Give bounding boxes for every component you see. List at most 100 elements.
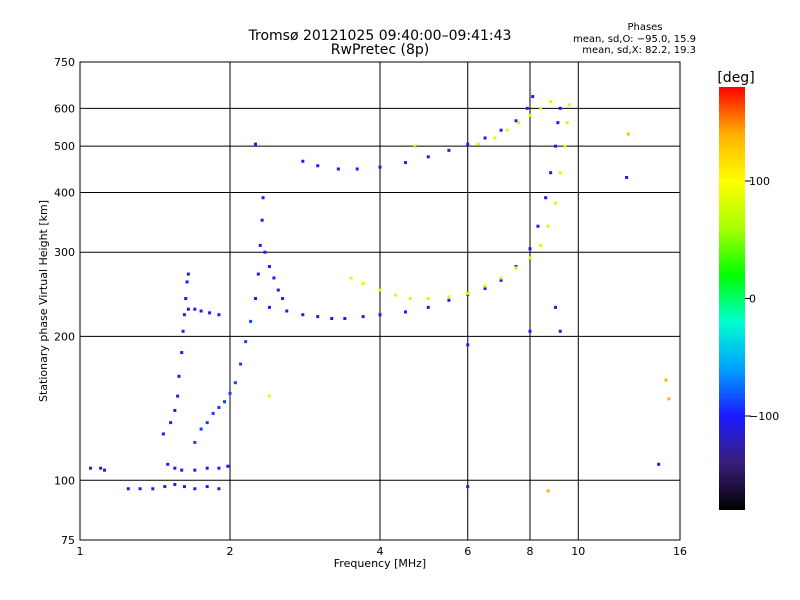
- data-point: [316, 164, 320, 168]
- phases-x-line: mean, sd,X: 82.2, 19.3: [582, 45, 696, 56]
- data-point: [361, 282, 365, 286]
- y-tick-label: 750: [54, 56, 75, 69]
- y-axis-label: Stationary phase Virtual Height [km]: [37, 200, 50, 402]
- data-point: [447, 298, 451, 302]
- data-point: [330, 316, 334, 320]
- data-point: [180, 468, 184, 472]
- phases-heading: Phases: [627, 22, 662, 33]
- y-tick-label: 400: [54, 186, 75, 199]
- data-point: [539, 243, 543, 247]
- data-point: [528, 256, 532, 260]
- data-point: [528, 329, 532, 333]
- data-point: [664, 378, 668, 382]
- chart-title-line1: Tromsø 20121025 09:40:00–09:41:43: [248, 28, 512, 44]
- colorbar-tick-label: 100: [749, 175, 770, 188]
- data-point: [217, 405, 221, 409]
- data-point: [151, 487, 155, 491]
- data-point: [89, 466, 93, 470]
- data-point: [166, 462, 170, 466]
- data-points: [89, 95, 671, 493]
- data-point: [483, 284, 487, 288]
- data-point: [539, 106, 543, 110]
- x-tick-label: 8: [527, 545, 534, 558]
- data-point: [301, 313, 305, 317]
- data-point: [272, 276, 276, 280]
- data-point: [447, 148, 451, 152]
- data-point: [483, 286, 487, 290]
- x-tick-label: 10: [571, 545, 585, 558]
- data-point: [536, 224, 540, 228]
- data-point: [556, 121, 560, 125]
- data-point: [558, 329, 562, 333]
- data-point: [199, 427, 203, 431]
- y-tick-label: 200: [54, 330, 75, 343]
- data-point: [483, 136, 487, 140]
- data-point: [184, 297, 188, 301]
- data-point: [343, 316, 347, 320]
- data-point: [253, 142, 257, 146]
- data-point: [565, 121, 569, 125]
- colorbar-tick-label: 0: [749, 293, 756, 306]
- data-point: [466, 142, 470, 146]
- data-point: [193, 440, 197, 444]
- data-point: [558, 106, 562, 110]
- data-point: [267, 265, 271, 269]
- data-point: [499, 278, 503, 282]
- x-axis-ticks: 1 2 4 6 8 10 16: [77, 545, 688, 558]
- colorbar-ticks: 100 0 −100: [745, 175, 779, 423]
- data-point: [199, 309, 203, 313]
- data-point: [466, 343, 470, 347]
- data-point: [567, 103, 571, 107]
- data-point: [361, 315, 365, 319]
- data-point: [378, 165, 382, 169]
- data-point: [233, 381, 237, 385]
- data-point: [528, 113, 532, 117]
- data-point: [177, 374, 181, 378]
- y-tick-label: 600: [54, 102, 75, 115]
- data-point: [99, 466, 103, 470]
- data-point: [258, 243, 262, 247]
- data-point: [256, 272, 260, 276]
- x-tick-label: 2: [227, 545, 234, 558]
- data-point: [193, 487, 197, 491]
- data-point: [426, 305, 430, 309]
- data-point: [378, 313, 382, 317]
- data-point: [173, 408, 177, 412]
- data-point: [223, 400, 227, 404]
- data-point: [426, 297, 430, 301]
- data-point: [261, 196, 265, 200]
- data-point: [126, 487, 130, 491]
- x-tick-label: 4: [377, 545, 384, 558]
- data-point: [546, 489, 550, 493]
- data-point: [553, 305, 557, 309]
- chart-title-line2: RwPretec (8p): [331, 42, 429, 58]
- data-point: [426, 155, 430, 159]
- data-point: [180, 351, 184, 355]
- y-tick-label: 500: [54, 140, 75, 153]
- data-point: [394, 293, 398, 297]
- data-point: [205, 466, 209, 470]
- data-point: [378, 288, 382, 292]
- data-point: [558, 171, 562, 175]
- phases-o-line: mean, sd,O: −95.0, 15.9: [573, 34, 696, 45]
- data-point: [499, 276, 503, 280]
- data-point: [182, 313, 186, 317]
- data-point: [413, 144, 417, 148]
- data-point: [667, 397, 671, 401]
- data-point: [267, 394, 271, 398]
- data-point: [476, 142, 480, 146]
- data-point: [349, 276, 353, 280]
- data-point: [505, 128, 509, 132]
- y-tick-label: 100: [54, 474, 75, 487]
- data-point: [217, 466, 221, 470]
- y-tick-label: 300: [54, 246, 75, 259]
- data-point: [544, 196, 548, 200]
- data-point: [403, 310, 407, 314]
- data-point: [546, 224, 550, 228]
- data-point: [281, 297, 285, 301]
- data-point: [163, 485, 167, 489]
- data-point: [563, 144, 567, 148]
- data-point: [514, 119, 518, 123]
- data-point: [657, 462, 661, 466]
